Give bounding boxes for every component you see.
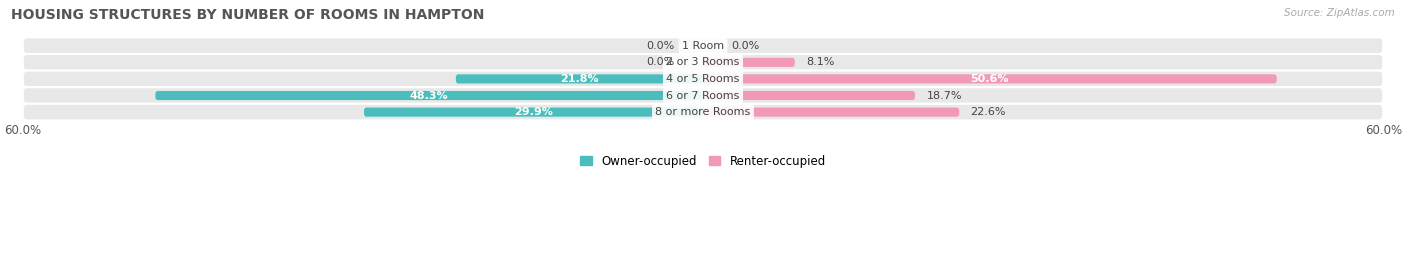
Text: 21.8%: 21.8%: [560, 74, 599, 84]
Text: 29.9%: 29.9%: [515, 107, 553, 117]
FancyBboxPatch shape: [703, 58, 794, 67]
FancyBboxPatch shape: [364, 107, 703, 117]
Text: 0.0%: 0.0%: [647, 41, 675, 51]
FancyBboxPatch shape: [703, 74, 1277, 83]
Text: 2 or 3 Rooms: 2 or 3 Rooms: [666, 57, 740, 67]
Text: 1 Room: 1 Room: [682, 41, 724, 51]
FancyBboxPatch shape: [22, 70, 1384, 87]
Text: 22.6%: 22.6%: [970, 107, 1007, 117]
FancyBboxPatch shape: [22, 87, 1384, 104]
FancyBboxPatch shape: [703, 107, 959, 117]
Text: HOUSING STRUCTURES BY NUMBER OF ROOMS IN HAMPTON: HOUSING STRUCTURES BY NUMBER OF ROOMS IN…: [11, 8, 485, 22]
Text: 48.3%: 48.3%: [411, 90, 449, 100]
Text: 18.7%: 18.7%: [927, 90, 962, 100]
FancyBboxPatch shape: [22, 38, 1384, 54]
Text: 8 or more Rooms: 8 or more Rooms: [655, 107, 751, 117]
Legend: Owner-occupied, Renter-occupied: Owner-occupied, Renter-occupied: [579, 155, 827, 168]
Text: 0.0%: 0.0%: [647, 57, 675, 67]
FancyBboxPatch shape: [22, 54, 1384, 70]
FancyBboxPatch shape: [156, 91, 703, 100]
Text: Source: ZipAtlas.com: Source: ZipAtlas.com: [1284, 8, 1395, 18]
FancyBboxPatch shape: [22, 104, 1384, 120]
FancyBboxPatch shape: [456, 74, 703, 83]
FancyBboxPatch shape: [703, 91, 915, 100]
Text: 6 or 7 Rooms: 6 or 7 Rooms: [666, 90, 740, 100]
Text: 0.0%: 0.0%: [731, 41, 759, 51]
Text: 50.6%: 50.6%: [970, 74, 1010, 84]
Text: 8.1%: 8.1%: [806, 57, 835, 67]
Text: 4 or 5 Rooms: 4 or 5 Rooms: [666, 74, 740, 84]
